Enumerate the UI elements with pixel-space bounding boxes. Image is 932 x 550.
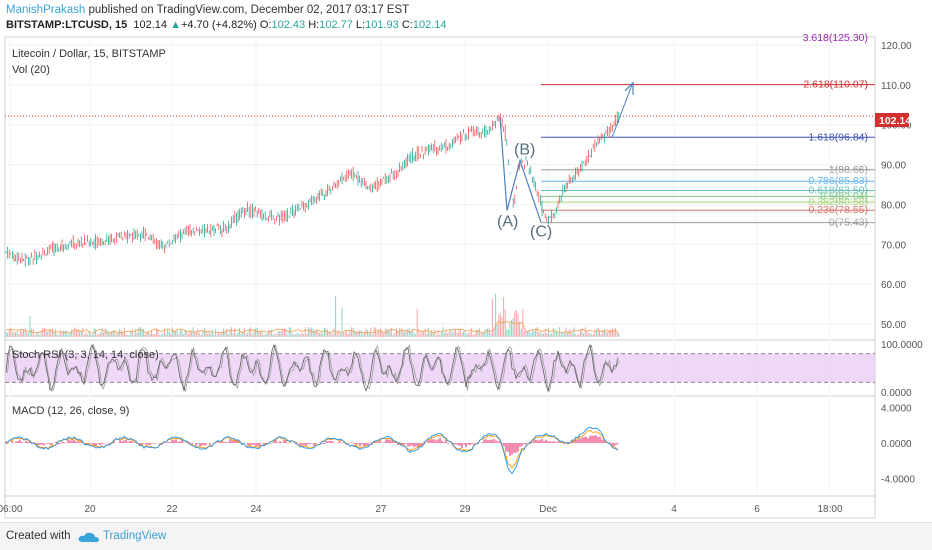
y-tick-label: 60.00: [881, 280, 906, 291]
x-tick-label: 6: [754, 504, 760, 515]
macd-line: [5, 426, 619, 475]
tradingview-link[interactable]: TradingView: [103, 530, 167, 542]
volume-ma: [5, 320, 619, 334]
stoch-rsi-lines: [5, 343, 875, 393]
x-tick-label: 18:00: [817, 504, 842, 515]
macd-y-tick: 4.0000: [881, 403, 912, 414]
fib-zone: [541, 169, 875, 223]
fib-label: 0.5(82.04): [820, 190, 868, 202]
arrow-head-icon: [624, 81, 634, 95]
x-tick-label: Dec: [539, 504, 557, 515]
close-value: 102.14: [412, 19, 447, 31]
y-tick-label: 90.00: [881, 161, 906, 172]
fib-label: 1(88.66): [829, 164, 868, 176]
wave-line: [499, 116, 542, 223]
volume-label: Vol (20): [12, 64, 50, 76]
symbol-quote-line: BITSTAMP:LTCUSD, 15 102.14 ▲+4.70 (+4.82…: [6, 19, 446, 32]
macd-title: MACD (12, 26, close, 9): [12, 405, 129, 417]
volume-bars: [5, 293, 620, 337]
low-label: L:: [355, 19, 366, 31]
fib-label: 3.618(125.30): [803, 32, 868, 44]
price-candles: [5, 111, 620, 267]
x-tick-label: 22: [166, 504, 178, 515]
last-price: 102.14: [133, 19, 167, 31]
grid: [5, 37, 875, 496]
stoch-k-line: [5, 343, 619, 393]
y-tick-label: 80.00: [881, 200, 906, 211]
y-tick-label: 120.00: [881, 41, 912, 52]
x-tick-label: 27: [375, 504, 387, 515]
macd-y-tick: 0.0000: [881, 439, 912, 450]
time-axis[interactable]: [4, 495, 876, 519]
high-value: 102.77: [319, 19, 353, 31]
close-label: C:: [401, 19, 413, 31]
macd-y-tick: -4.0000: [881, 475, 915, 486]
x-tick-label: 4: [671, 504, 677, 515]
created-with-label: Created with: [6, 530, 71, 542]
high-label: H:: [308, 19, 320, 31]
publish-header: ManishPrakash published on TradingView.c…: [6, 3, 409, 17]
abc-wave: (A) (B) (C): [497, 81, 634, 240]
fib-label: 1.618(96.84): [808, 131, 868, 143]
tradingview-cloud-icon: [78, 532, 99, 542]
stoch-y-tick: 0.0000: [881, 388, 912, 399]
fib-label: 0(75.43): [829, 217, 868, 229]
author-link[interactable]: ManishPrakash: [6, 4, 86, 16]
chart-area[interactable]: 3.618(125.30) 2.618(110.07) 1.618(96.84) 1(…: [0, 0, 932, 522]
open-value: 102.43: [271, 19, 306, 31]
macd-pane[interactable]: [4, 395, 876, 497]
main-chart-title: Litecoin / Dollar, 15, BITSTAMP: [12, 48, 166, 60]
low-value: 101.93: [365, 19, 399, 31]
y-tick-label: 110.00: [881, 81, 911, 92]
y-tick-label: 70.00: [881, 240, 906, 251]
symbol-label: BITSTAMP:LTCUSD, 15: [6, 19, 128, 31]
wave-label: (C): [530, 223, 552, 240]
projection-arrow: [611, 84, 633, 138]
stoch-y-tick: 100.0000: [881, 340, 923, 351]
stoch-title: Stoch RSI (3, 3, 14, 14, close): [12, 349, 159, 361]
wave-label: (A): [497, 213, 518, 230]
publish-info: published on TradingView.com, December 0…: [88, 4, 410, 16]
x-tick-label: 24: [250, 504, 262, 515]
fib-label: 0.382(80.58): [808, 196, 868, 208]
change-up-icon: ▲: [170, 19, 181, 31]
x-tick-label: 20: [84, 504, 96, 515]
y-tick-label: 50.00: [881, 320, 906, 331]
footer: Created with TradingView: [0, 522, 932, 550]
fib-label: 0.618(83.50): [808, 184, 868, 196]
fib-label: 2.618(110.07): [803, 79, 868, 91]
last-price-tag: [875, 113, 909, 127]
x-tick-label: 29: [459, 504, 471, 515]
macd-lines: [5, 426, 619, 475]
wave-label: (B): [514, 142, 535, 159]
last-price-tag-text: 102.14: [879, 115, 911, 127]
x-tick-label: 06:00: [0, 504, 23, 515]
fib-label: 0.236(78.55): [808, 204, 868, 216]
fib-extension: 3.618(125.30) 2.618(110.07) 1.618(96.84) 1(…: [5, 32, 875, 229]
price-change: +4.70 (+4.82%): [180, 19, 257, 31]
macd-signal-line: [5, 429, 619, 469]
open-label: O:: [259, 19, 272, 31]
fib-label: 0.786(85.83): [808, 175, 868, 187]
